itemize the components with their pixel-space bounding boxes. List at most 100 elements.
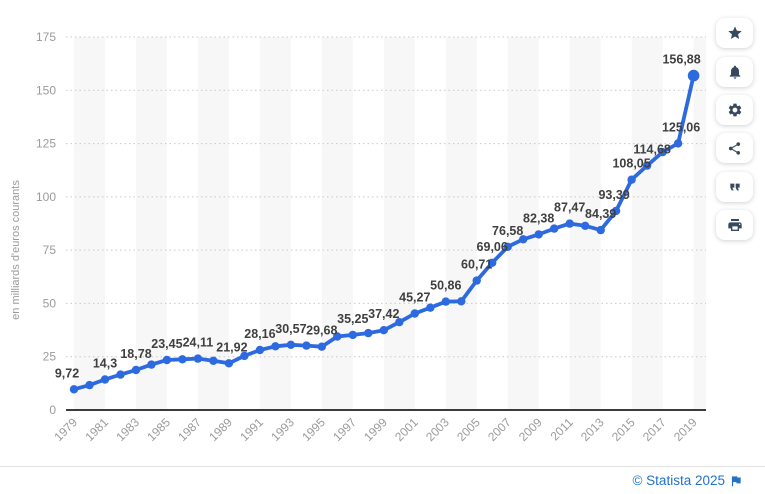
background-stripe bbox=[383, 37, 415, 409]
x-tick-label: 2017 bbox=[640, 415, 669, 444]
data-point[interactable] bbox=[255, 345, 265, 355]
x-tick-label: 1983 bbox=[113, 415, 142, 444]
data-point[interactable] bbox=[286, 340, 296, 349]
data-point[interactable] bbox=[503, 242, 512, 251]
data-point[interactable] bbox=[379, 326, 388, 335]
point-value-label: 93,39 bbox=[598, 188, 629, 202]
x-tick-label: 2005 bbox=[454, 415, 483, 444]
x-tick-label: 1993 bbox=[268, 415, 297, 444]
data-point[interactable] bbox=[333, 332, 342, 341]
data-point[interactable] bbox=[658, 147, 667, 157]
copyright-text: © Statista 2025 bbox=[632, 472, 725, 488]
data-point[interactable] bbox=[100, 375, 110, 384]
data-point[interactable] bbox=[147, 360, 156, 369]
share-icon bbox=[728, 141, 741, 155]
point-value-label: 28,16 bbox=[244, 327, 275, 341]
data-point[interactable] bbox=[488, 258, 497, 267]
x-tick-label: 2009 bbox=[516, 415, 545, 444]
x-tick-label: 1999 bbox=[361, 415, 390, 444]
y-tick-label: 0 bbox=[49, 403, 56, 417]
point-value-label: 23,45 bbox=[151, 337, 182, 351]
data-point[interactable] bbox=[472, 276, 481, 285]
point-value-label: 50,86 bbox=[430, 279, 461, 293]
point-value-label: 37,42 bbox=[368, 307, 399, 321]
data-point[interactable] bbox=[224, 359, 234, 368]
y-tick-label: 175 bbox=[36, 30, 56, 44]
data-point[interactable] bbox=[687, 69, 700, 82]
point-value-label: 60,71 bbox=[461, 258, 492, 272]
data-point[interactable] bbox=[271, 342, 280, 351]
background-stripe bbox=[74, 37, 105, 409]
point-value-label: 45,27 bbox=[399, 291, 430, 305]
data-point[interactable] bbox=[410, 309, 419, 318]
gear-icon bbox=[728, 103, 741, 117]
x-tick-label: 1979 bbox=[51, 415, 80, 444]
point-value-label: 35,25 bbox=[337, 312, 368, 326]
data-point[interactable] bbox=[131, 365, 141, 375]
point-value-label: 18,78 bbox=[120, 347, 151, 361]
point-value-label: 82,38 bbox=[523, 211, 554, 225]
point-value-label: 21,92 bbox=[216, 340, 247, 354]
data-point[interactable] bbox=[519, 235, 528, 244]
data-point[interactable] bbox=[162, 355, 172, 365]
y-tick-label: 75 bbox=[43, 243, 57, 257]
cite-button[interactable] bbox=[716, 172, 753, 202]
data-point[interactable] bbox=[426, 303, 435, 312]
y-tick-label: 25 bbox=[43, 350, 57, 364]
point-value-label: 84,39 bbox=[585, 207, 616, 221]
flag-icon bbox=[731, 475, 741, 486]
data-point[interactable] bbox=[395, 318, 404, 327]
settings-button[interactable] bbox=[716, 95, 753, 125]
y-tick-label: 150 bbox=[36, 83, 56, 97]
x-tick-label: 2013 bbox=[578, 415, 607, 444]
point-value-label: 30,57 bbox=[275, 322, 306, 336]
data-point[interactable] bbox=[302, 341, 311, 350]
print-button[interactable] bbox=[716, 210, 753, 240]
data-point[interactable] bbox=[596, 225, 605, 235]
x-tick-label: 1981 bbox=[82, 415, 111, 444]
x-tick-label: 2019 bbox=[671, 415, 700, 444]
point-value-label: 125,06 bbox=[662, 120, 700, 134]
data-point[interactable] bbox=[317, 342, 326, 351]
data-point[interactable] bbox=[364, 328, 373, 338]
line-chart: 9,72 14,3 18,78 23,45 24,11 21,92 28,16 30,57 29… bbox=[10, 30, 706, 444]
favorite-button[interactable] bbox=[716, 18, 753, 48]
background-stripe bbox=[507, 37, 539, 409]
data-point[interactable] bbox=[116, 370, 125, 379]
notifications-button[interactable] bbox=[716, 57, 753, 87]
data-point[interactable] bbox=[69, 385, 79, 394]
point-value-label: 76,58 bbox=[492, 224, 523, 238]
share-button[interactable] bbox=[716, 133, 753, 163]
printer-icon bbox=[727, 219, 742, 231]
data-point[interactable] bbox=[581, 221, 590, 230]
chart-footer: © Statista 2025 bbox=[0, 466, 765, 493]
background-stripe bbox=[445, 37, 477, 409]
data-point[interactable] bbox=[348, 330, 357, 340]
data-point[interactable] bbox=[565, 219, 574, 228]
data-point[interactable] bbox=[209, 356, 218, 365]
data-point[interactable] bbox=[85, 380, 94, 390]
x-tick-label: 1989 bbox=[206, 415, 235, 444]
data-point[interactable] bbox=[240, 351, 249, 361]
data-point[interactable] bbox=[457, 297, 466, 306]
data-point[interactable] bbox=[673, 139, 683, 148]
data-point[interactable] bbox=[193, 354, 203, 363]
background-stripe bbox=[135, 37, 167, 409]
data-point[interactable] bbox=[534, 230, 543, 239]
x-tick-label: 1987 bbox=[175, 415, 204, 444]
y-tick-label: 125 bbox=[36, 137, 56, 151]
data-point[interactable] bbox=[642, 161, 652, 170]
point-value-label: 9,72 bbox=[55, 366, 79, 380]
data-point[interactable] bbox=[550, 224, 559, 233]
statista-credit-link[interactable]: © Statista 2025 bbox=[632, 473, 743, 488]
data-point[interactable] bbox=[611, 206, 621, 216]
data-point[interactable] bbox=[178, 355, 187, 364]
data-point[interactable] bbox=[627, 175, 636, 184]
data-point[interactable] bbox=[441, 297, 450, 306]
background-stripe bbox=[259, 37, 291, 409]
x-tick-label: 1991 bbox=[237, 415, 266, 444]
x-tick-label: 2011 bbox=[548, 415, 576, 443]
background-stripe bbox=[631, 37, 663, 409]
